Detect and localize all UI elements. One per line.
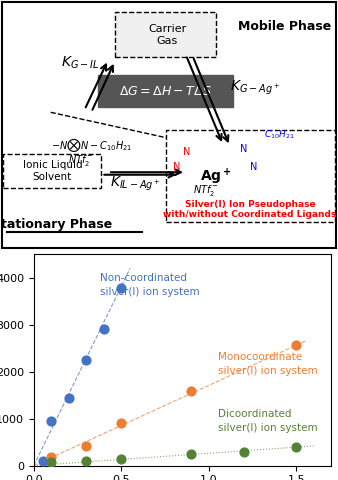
Text: silver(I) ion system: silver(I) ion system bbox=[100, 287, 200, 297]
FancyBboxPatch shape bbox=[2, 2, 336, 248]
Text: $\mathregular{N}$: $\mathregular{N}$ bbox=[249, 160, 258, 172]
Text: $K_{G-IL}$: $K_{G-IL}$ bbox=[61, 54, 99, 71]
Text: $C_{10}H_{21}$: $C_{10}H_{21}$ bbox=[264, 128, 294, 141]
Point bbox=[40, 457, 45, 465]
Text: Mobile Phase: Mobile Phase bbox=[238, 20, 331, 33]
Point bbox=[83, 356, 89, 364]
Text: Monocoordinate: Monocoordinate bbox=[218, 352, 301, 362]
Text: $\mathregular{N}$: $\mathregular{N}$ bbox=[239, 142, 247, 154]
Text: silver(I) ion system: silver(I) ion system bbox=[218, 423, 317, 433]
Text: Carrier
Gas: Carrier Gas bbox=[148, 24, 187, 46]
Text: $\Delta G = \Delta H - T\Delta S$: $\Delta G = \Delta H - T\Delta S$ bbox=[119, 84, 212, 97]
Point bbox=[119, 284, 124, 292]
Point bbox=[49, 417, 54, 425]
Text: Stationary Phase: Stationary Phase bbox=[0, 218, 113, 231]
Point bbox=[83, 442, 89, 450]
FancyBboxPatch shape bbox=[166, 130, 335, 222]
FancyBboxPatch shape bbox=[115, 12, 216, 58]
Text: Ionic Liquid
Solvent: Ionic Liquid Solvent bbox=[23, 160, 82, 182]
Text: Non-coordinated: Non-coordinated bbox=[100, 273, 187, 283]
Point bbox=[49, 453, 54, 460]
Text: $K_{IL-Ag^+}$: $K_{IL-Ag^+}$ bbox=[110, 174, 161, 192]
Point bbox=[83, 457, 89, 465]
Text: $\mathregular{N}$: $\mathregular{N}$ bbox=[172, 160, 180, 172]
Point bbox=[119, 420, 124, 427]
Point bbox=[101, 325, 106, 333]
Point bbox=[66, 394, 72, 401]
Point bbox=[119, 455, 124, 462]
FancyBboxPatch shape bbox=[98, 75, 233, 108]
Text: $K_{G-Ag^+}$: $K_{G-Ag^+}$ bbox=[230, 78, 280, 96]
Text: silver(I) ion system: silver(I) ion system bbox=[218, 366, 317, 376]
Text: $\mathregular{N}$: $\mathregular{N}$ bbox=[182, 145, 190, 157]
Point bbox=[293, 444, 299, 451]
Text: $-N\bigotimes N-C_{10}H_{21}$: $-N\bigotimes N-C_{10}H_{21}$ bbox=[51, 136, 132, 154]
Text: Silver(I) Ion Pseudophase
with/without Coordinated Ligands: Silver(I) Ion Pseudophase with/without C… bbox=[164, 200, 337, 219]
Point bbox=[189, 451, 194, 458]
Text: $\mathbf{Ag^+}$: $\mathbf{Ag^+}$ bbox=[200, 167, 232, 187]
Text: $NTf_2^-$: $NTf_2^-$ bbox=[68, 154, 93, 168]
Text: Dicoordinated: Dicoordinated bbox=[218, 408, 291, 419]
Point bbox=[241, 448, 246, 456]
Point bbox=[49, 458, 54, 466]
FancyBboxPatch shape bbox=[3, 154, 101, 189]
Polygon shape bbox=[2, 112, 335, 248]
Text: $NTf_2^-$: $NTf_2^-$ bbox=[193, 183, 219, 198]
Point bbox=[293, 341, 299, 348]
Point bbox=[189, 387, 194, 395]
